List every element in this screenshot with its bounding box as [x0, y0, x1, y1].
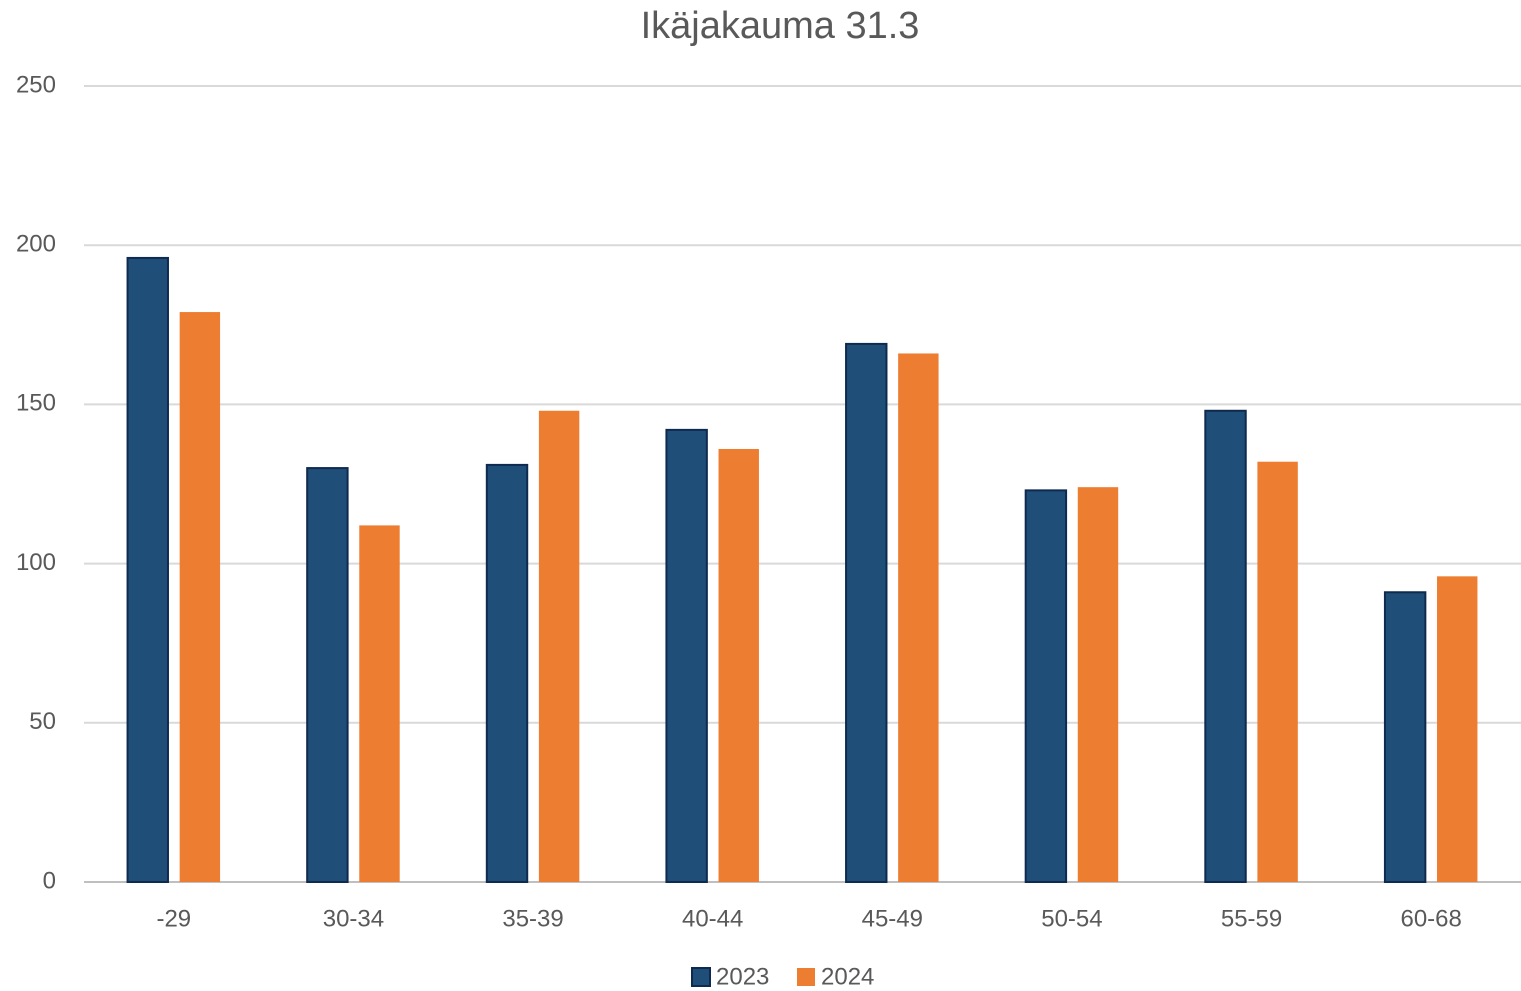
- x-tick-label: 45-49: [862, 905, 923, 932]
- bar: [1077, 487, 1119, 882]
- legend-swatch: [691, 967, 711, 987]
- bar: [1257, 461, 1298, 882]
- bar: [1383, 591, 1427, 883]
- y-tick-label: 150: [16, 390, 56, 417]
- bar: [845, 342, 888, 883]
- bar: [718, 448, 759, 882]
- y-tick-label: 200: [16, 231, 56, 258]
- bar: [1204, 409, 1247, 883]
- y-tick-label: 250: [16, 71, 56, 98]
- bar: [538, 410, 580, 882]
- bar: [485, 463, 529, 883]
- bar: [665, 428, 708, 883]
- bar: [1024, 489, 1068, 883]
- y-tick-label: 50: [29, 708, 56, 735]
- legend-label: 2024: [821, 963, 874, 990]
- bar: [179, 312, 221, 883]
- bar: [306, 467, 349, 883]
- legend-swatch: [797, 968, 815, 986]
- x-tick-label: 35-39: [502, 905, 563, 932]
- x-tick-label: 30-34: [323, 905, 384, 932]
- x-tick-label: -29: [156, 905, 191, 932]
- x-tick-label: 55-59: [1221, 905, 1282, 932]
- x-tick-label: 40-44: [682, 905, 743, 932]
- bar: [898, 353, 939, 882]
- bar: [359, 525, 400, 882]
- bar: [1437, 576, 1478, 882]
- chart-title: Ikäjakauma 31.3: [641, 5, 920, 47]
- x-tick-label: 50-54: [1041, 905, 1102, 932]
- y-tick-label: 100: [16, 549, 56, 576]
- bar: [126, 256, 169, 884]
- x-tick-label: 60-68: [1400, 905, 1461, 932]
- y-tick-label: 0: [43, 867, 56, 894]
- legend-label: 2023: [716, 963, 769, 990]
